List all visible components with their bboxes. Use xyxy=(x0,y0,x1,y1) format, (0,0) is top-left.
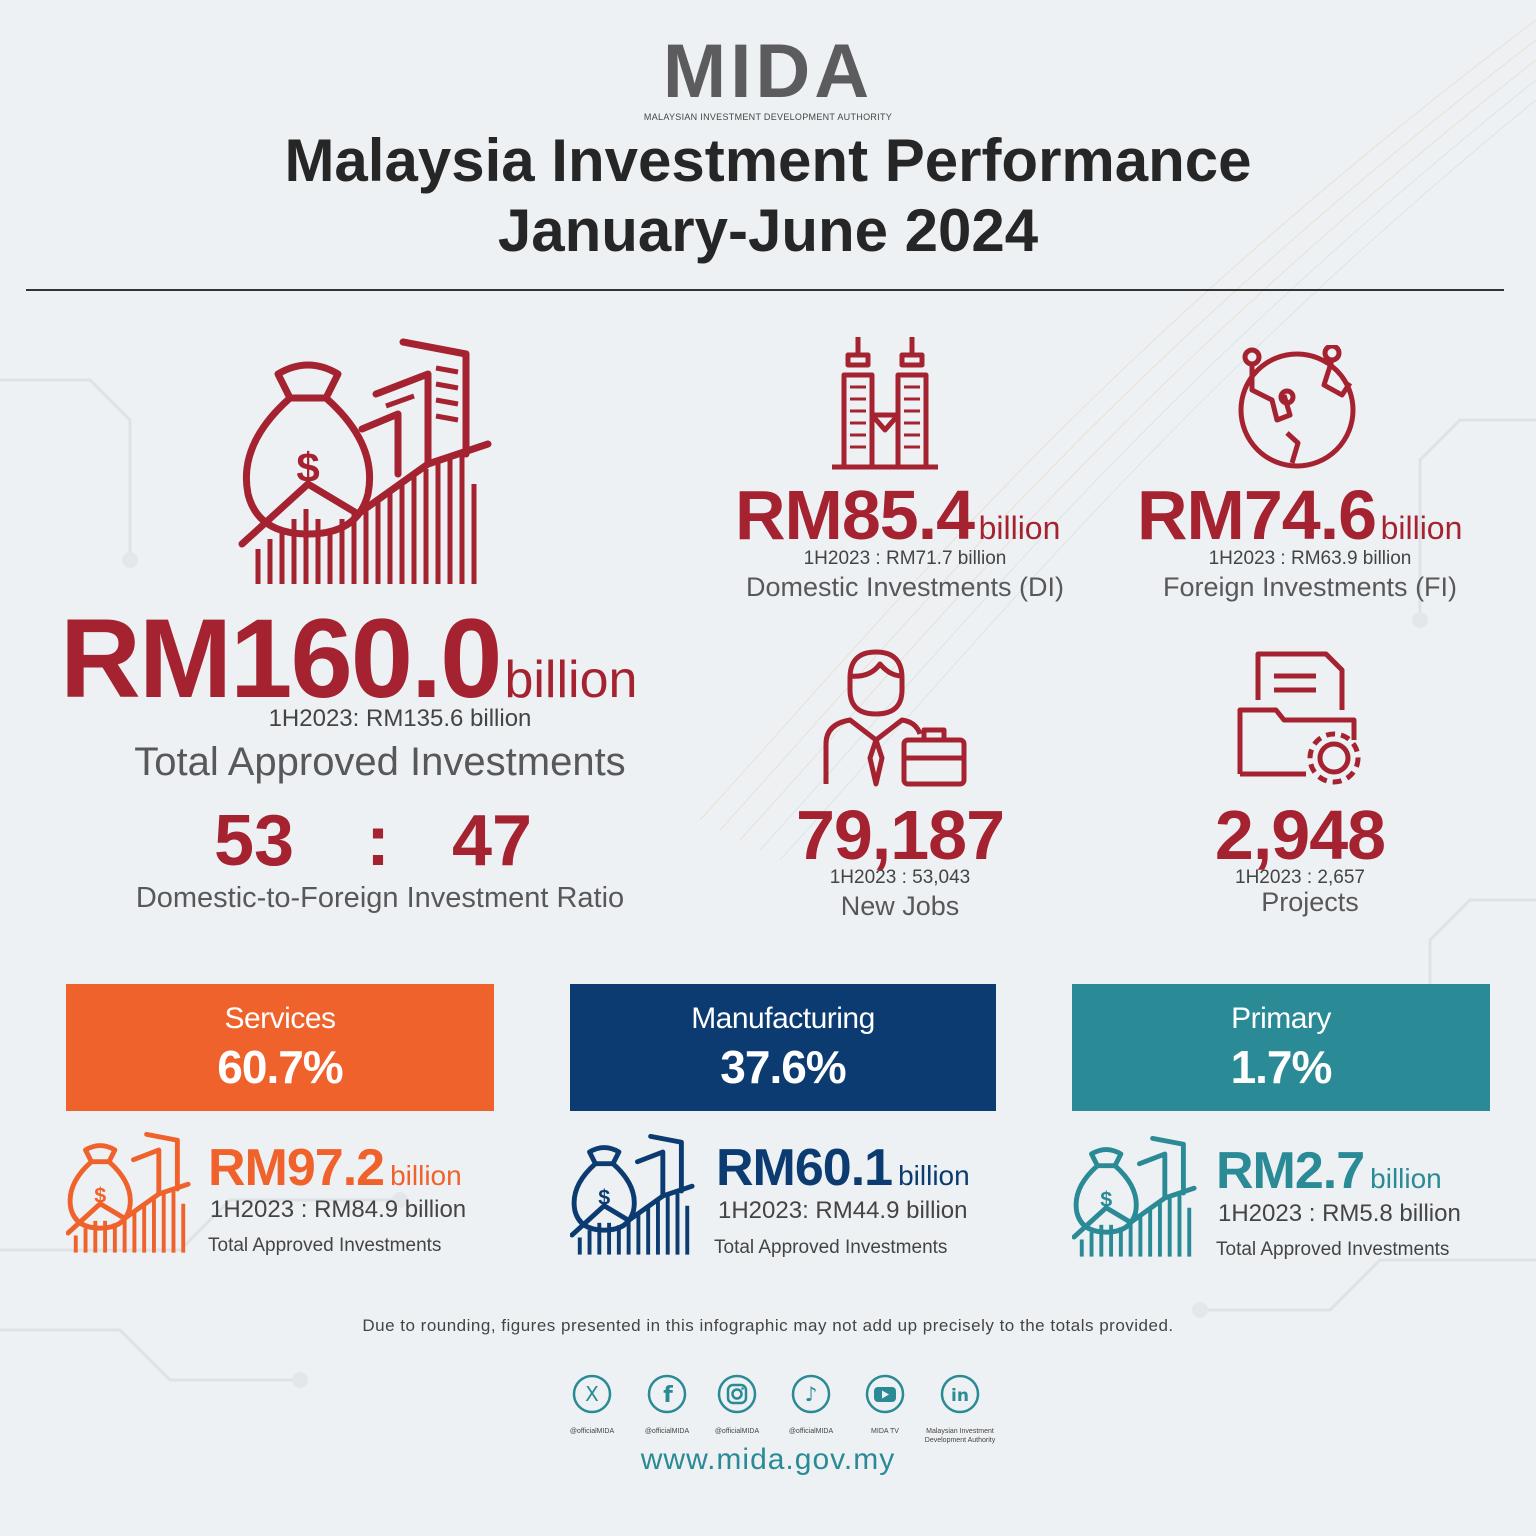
social-handle: Malaysian Investment Development Authori… xyxy=(924,1428,996,1444)
services-money-bag-icon: $ xyxy=(66,1131,191,1253)
services-label: Total Approved Investments xyxy=(208,1235,442,1256)
foreign-label: Foreign Investments (FI) xyxy=(1162,572,1458,602)
businessman-briefcase-icon xyxy=(823,649,967,787)
svg-text:$: $ xyxy=(1100,1188,1112,1212)
total-label: Total Approved Investments xyxy=(134,740,626,784)
svg-text:$: $ xyxy=(598,1186,610,1210)
total-value-row: RM160.0billion xyxy=(60,594,720,723)
foreign-value: RM74.6 xyxy=(1137,476,1377,554)
social-handle: @officialMIDA xyxy=(714,1428,760,1435)
foreign-value-row: RM74.6 billion xyxy=(1137,475,1507,555)
facebook-icon[interactable]: f xyxy=(647,1374,687,1414)
primary-value: RM2.7 xyxy=(1216,1142,1365,1200)
services-value: RM97.2 xyxy=(208,1139,385,1197)
ratio-separator: : xyxy=(366,801,390,881)
disclaimer: Due to rounding, figures presented in th… xyxy=(362,1316,1174,1335)
social-handle: @officialMIDA xyxy=(644,1428,690,1435)
social-x[interactable]: X @officialMIDA xyxy=(552,1374,632,1436)
services-unit: billion xyxy=(390,1160,462,1191)
logo-wordmark: MIDA xyxy=(662,29,874,114)
domestic-value-row: RM85.4 billion xyxy=(735,475,1105,555)
sector-box-primary: Primary 1.7% xyxy=(1072,984,1490,1111)
total-unit: billion xyxy=(504,651,638,709)
ratio-foreign: 47 xyxy=(452,801,533,881)
folder-gear-icon xyxy=(1237,651,1361,785)
primary-label: Total Approved Investments xyxy=(1216,1239,1450,1260)
ratio-domestic: 53 xyxy=(214,801,295,881)
primary-unit: billion xyxy=(1370,1163,1442,1194)
svg-text:X: X xyxy=(585,1382,599,1406)
sector-box-services: Services 60.7% xyxy=(66,984,494,1111)
globe-network-icon xyxy=(1238,345,1356,469)
projects-value: 2,948 xyxy=(1214,796,1386,874)
svg-text:$: $ xyxy=(94,1184,106,1208)
domestic-comparison: 1H2023 : RM71.7 billion xyxy=(803,548,1007,569)
sector-percent: 37.6% xyxy=(720,1041,846,1093)
tiktok-icon[interactable]: ♪ xyxy=(791,1374,831,1414)
ratio-label: Domestic-to-Foreign Investment Ratio xyxy=(135,882,625,914)
money-bag-growth-icon: $ xyxy=(238,338,492,584)
sector-percent: 60.7% xyxy=(217,1041,343,1093)
foreign-comparison: 1H2023 : RM63.9 billion xyxy=(1208,548,1412,569)
social-tiktok[interactable]: ♪ @officialMIDA xyxy=(771,1374,851,1436)
manufacturing-unit: billion xyxy=(898,1160,970,1191)
manufacturing-value-row: RM60.1 billion xyxy=(716,1138,970,1198)
twin-towers-icon xyxy=(832,337,938,470)
sector-name: Manufacturing xyxy=(691,1002,875,1035)
sector-name: Services xyxy=(224,1002,336,1035)
primary-value-row: RM2.7 billion xyxy=(1216,1141,1442,1201)
website-link[interactable]: www.mida.gov.my xyxy=(640,1443,896,1476)
domestic-value: RM85.4 xyxy=(735,476,975,554)
social-handle: MIDA TV xyxy=(871,1428,899,1435)
logo-subtitle: MALAYSIAN INVESTMENT DEVELOPMENT AUTHORI… xyxy=(643,112,893,122)
page-title-line2: January-June 2024 xyxy=(497,197,1039,264)
jobs-label: New Jobs xyxy=(840,891,960,921)
instagram-icon[interactable] xyxy=(717,1374,757,1414)
x-icon[interactable]: X xyxy=(572,1374,612,1414)
projects-label: Projects xyxy=(1261,887,1359,917)
primary-comparison: 1H2023 : RM5.8 billion xyxy=(1218,1200,1461,1227)
manufacturing-money-bag-icon: $ xyxy=(570,1133,695,1255)
linkedin-icon[interactable]: in xyxy=(940,1374,980,1414)
sector-name: Primary xyxy=(1231,1002,1331,1035)
social-youtube[interactable]: MIDA TV xyxy=(845,1374,925,1436)
manufacturing-value: RM60.1 xyxy=(716,1139,893,1197)
youtube-icon[interactable] xyxy=(865,1374,905,1414)
svg-text:$: $ xyxy=(296,444,319,491)
social-facebook[interactable]: f @officialMIDA xyxy=(627,1374,707,1436)
manufacturing-comparison: 1H2023: RM44.9 billion xyxy=(718,1197,968,1224)
mida-logo: MIDA MALAYSIAN INVESTMENT DEVELOPMENT AU… xyxy=(0,29,1536,123)
social-handle: @officialMIDA xyxy=(788,1428,834,1435)
page-title-line1: Malaysia Investment Performance xyxy=(284,127,1252,194)
header-divider xyxy=(26,289,1504,291)
services-value-row: RM97.2 billion xyxy=(208,1138,462,1198)
sector-percent: 1.7% xyxy=(1230,1041,1333,1093)
total-value: RM160.0 xyxy=(60,596,502,721)
jobs-comparison: 1H2023 : 53,043 xyxy=(829,867,971,888)
domestic-unit: billion xyxy=(978,510,1061,546)
sector-box-manufacturing: Manufacturing 37.6% xyxy=(570,984,996,1111)
jobs-value: 79,187 xyxy=(795,796,1005,874)
social-linkedin[interactable]: in Malaysian Investment Development Auth… xyxy=(920,1374,1000,1445)
total-comparison: 1H2023: RM135.6 billion xyxy=(268,705,532,732)
foreign-unit: billion xyxy=(1380,510,1463,546)
primary-money-bag-icon: $ xyxy=(1072,1135,1197,1257)
manufacturing-label: Total Approved Investments xyxy=(714,1237,948,1258)
social-handle: @officialMIDA xyxy=(569,1428,615,1435)
social-instagram[interactable]: @officialMIDA xyxy=(697,1374,777,1436)
domestic-label: Domestic Investments (DI) xyxy=(745,572,1065,602)
services-comparison: 1H2023 : RM84.9 billion xyxy=(210,1196,467,1223)
projects-comparison: 1H2023 : 2,657 xyxy=(1235,867,1365,888)
svg-text:in: in xyxy=(951,1386,969,1406)
svg-text:f: f xyxy=(663,1383,673,1408)
svg-text:♪: ♪ xyxy=(805,1382,818,1406)
